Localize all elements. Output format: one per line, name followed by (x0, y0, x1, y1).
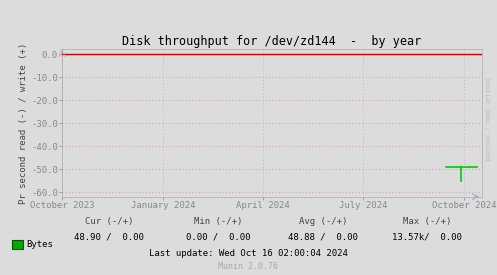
Text: Avg (-/+): Avg (-/+) (299, 217, 347, 226)
Text: 0.00 /  0.00: 0.00 / 0.00 (186, 232, 251, 241)
Text: Cur (-/+): Cur (-/+) (85, 217, 134, 226)
Text: Last update: Wed Oct 16 02:00:04 2024: Last update: Wed Oct 16 02:00:04 2024 (149, 249, 348, 258)
Text: Max (-/+): Max (-/+) (403, 217, 452, 226)
Text: Bytes: Bytes (26, 240, 53, 249)
Text: 48.90 /  0.00: 48.90 / 0.00 (75, 232, 144, 241)
Text: 48.88 /  0.00: 48.88 / 0.00 (288, 232, 358, 241)
Text: Min (-/+): Min (-/+) (194, 217, 243, 226)
Text: 13.57k/  0.00: 13.57k/ 0.00 (393, 232, 462, 241)
Text: RRDTOOL / TOBI OETIKER: RRDTOOL / TOBI OETIKER (486, 77, 491, 160)
Text: Munin 2.0.76: Munin 2.0.76 (219, 262, 278, 271)
Y-axis label: Pr second read (-) / write (+): Pr second read (-) / write (+) (19, 42, 28, 204)
Title: Disk throughput for /dev/zd144  -  by year: Disk throughput for /dev/zd144 - by year (122, 35, 422, 48)
